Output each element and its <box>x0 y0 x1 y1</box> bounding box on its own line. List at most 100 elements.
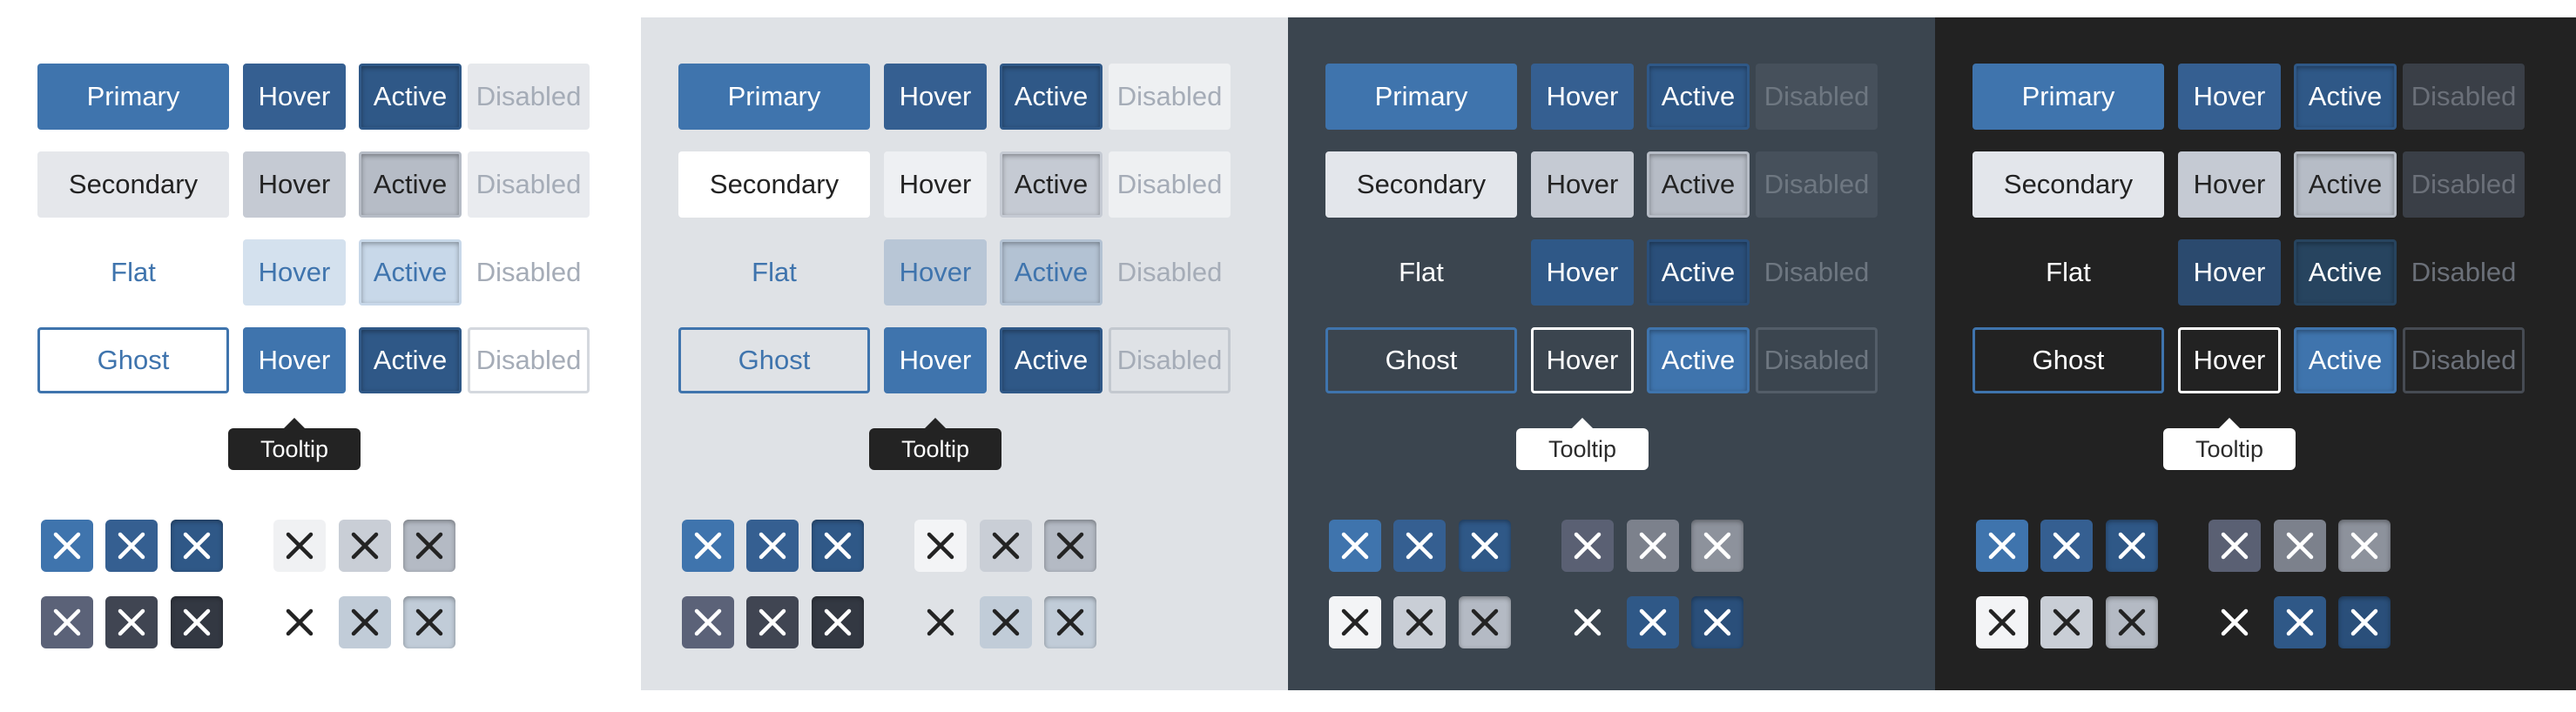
close-icon <box>2286 608 2314 636</box>
close-icon-button[interactable] <box>1459 520 1511 572</box>
primary-button-active[interactable]: Active <box>359 64 462 130</box>
ghost-button-active[interactable]: Active <box>359 327 462 393</box>
flat-button-default[interactable]: Flat <box>2046 257 2091 287</box>
primary-button-default[interactable]: Primary <box>1972 64 2164 130</box>
ghost-button-hover[interactable]: Hover <box>2178 327 2281 393</box>
close-icon-button[interactable] <box>41 596 93 648</box>
ghost-button-default[interactable]: Ghost <box>1972 327 2164 393</box>
close-icon-button[interactable] <box>682 596 734 648</box>
close-icon-button[interactable] <box>2106 520 2158 572</box>
secondary-button-default[interactable]: Secondary <box>1972 151 2164 218</box>
secondary-button-hover[interactable]: Hover <box>884 151 987 218</box>
secondary-button-active[interactable]: Active <box>1647 151 1750 218</box>
secondary-button-default[interactable]: Secondary <box>678 151 870 218</box>
close-icon-button[interactable] <box>980 596 1032 648</box>
close-icon-button[interactable] <box>273 596 326 648</box>
close-icon-button[interactable] <box>171 596 223 648</box>
flat-button-hover[interactable]: Hover <box>2178 239 2281 306</box>
close-icon-button[interactable] <box>2274 520 2326 572</box>
primary-button-hover[interactable]: Hover <box>1531 64 1634 130</box>
close-icon-button[interactable] <box>273 520 326 572</box>
close-icon-button[interactable] <box>1044 520 1096 572</box>
ghost-button-default[interactable]: Ghost <box>678 327 870 393</box>
primary-button-hover[interactable]: Hover <box>243 64 346 130</box>
primary-button-active[interactable]: Active <box>2294 64 2397 130</box>
primary-button-hover[interactable]: Hover <box>2178 64 2281 130</box>
close-icon-button[interactable] <box>1393 596 1446 648</box>
close-icon-button[interactable] <box>1329 596 1381 648</box>
close-icon-button[interactable] <box>1561 520 1614 572</box>
ghost-button-active[interactable]: Active <box>1647 327 1750 393</box>
primary-button-hover[interactable]: Hover <box>884 64 987 130</box>
close-icon-button[interactable] <box>746 596 799 648</box>
close-icon-button[interactable] <box>2106 596 2158 648</box>
close-icon-button[interactable] <box>1044 596 1096 648</box>
close-icon-button[interactable] <box>403 596 455 648</box>
secondary-button-default[interactable]: Secondary <box>37 151 229 218</box>
secondary-button-active[interactable]: Active <box>2294 151 2397 218</box>
close-icon <box>286 532 314 560</box>
close-icon-button[interactable] <box>2208 520 2261 572</box>
close-icon-button[interactable] <box>403 520 455 572</box>
flat-button-active[interactable]: Active <box>1000 239 1103 306</box>
close-icon-button[interactable] <box>1691 596 1743 648</box>
close-icon-button[interactable] <box>1627 520 1679 572</box>
close-icon-button[interactable] <box>980 520 1032 572</box>
primary-button-default[interactable]: Primary <box>678 64 870 130</box>
close-icon-button[interactable] <box>1627 596 1679 648</box>
secondary-button-hover[interactable]: Hover <box>1531 151 1634 218</box>
secondary-button-active[interactable]: Active <box>359 151 462 218</box>
secondary-button-default[interactable]: Secondary <box>1325 151 1517 218</box>
flat-button-hover[interactable]: Hover <box>1531 239 1634 306</box>
close-icon-button[interactable] <box>171 520 223 572</box>
secondary-button-active[interactable]: Active <box>1000 151 1103 218</box>
secondary-button-hover[interactable]: Hover <box>243 151 346 218</box>
flat-button-hover[interactable]: Hover <box>243 239 346 306</box>
primary-button-disabled: Disabled <box>1109 64 1231 130</box>
close-icon-button[interactable] <box>105 596 158 648</box>
close-icon-button[interactable] <box>1459 596 1511 648</box>
close-icon-button[interactable] <box>2040 520 2093 572</box>
ghost-button-default[interactable]: Ghost <box>37 327 229 393</box>
close-icon-button[interactable] <box>1393 520 1446 572</box>
ghost-button-hover[interactable]: Hover <box>884 327 987 393</box>
theme-panel-dark: Primary Hover Active Disabled Secondary Hover… <box>1935 17 2576 690</box>
close-icon-button[interactable] <box>2338 596 2391 648</box>
close-icon-button[interactable] <box>812 520 864 572</box>
close-icon-button[interactable] <box>339 596 391 648</box>
ghost-button-active[interactable]: Active <box>1000 327 1103 393</box>
flat-button-default[interactable]: Flat <box>752 257 797 287</box>
close-icon-button[interactable] <box>2040 596 2093 648</box>
ghost-button-active[interactable]: Active <box>2294 327 2397 393</box>
flat-button-hover[interactable]: Hover <box>884 239 987 306</box>
close-icon-button[interactable] <box>914 596 967 648</box>
flat-button-active[interactable]: Active <box>359 239 462 306</box>
close-icon-button[interactable] <box>1976 596 2028 648</box>
close-icon-button[interactable] <box>1976 520 2028 572</box>
ghost-button-hover[interactable]: Hover <box>1531 327 1634 393</box>
close-icon-button[interactable] <box>105 520 158 572</box>
close-icon-button[interactable] <box>1691 520 1743 572</box>
close-icon-button[interactable] <box>1329 520 1381 572</box>
primary-button-default[interactable]: Primary <box>37 64 229 130</box>
close-icon-button[interactable] <box>914 520 967 572</box>
close-icon-button[interactable] <box>2274 596 2326 648</box>
primary-button-active[interactable]: Active <box>1000 64 1103 130</box>
ghost-button-hover[interactable]: Hover <box>243 327 346 393</box>
close-icon-button[interactable] <box>746 520 799 572</box>
ghost-button-default[interactable]: Ghost <box>1325 327 1517 393</box>
primary-button-active[interactable]: Active <box>1647 64 1750 130</box>
close-icon-button[interactable] <box>1561 596 1614 648</box>
flat-button-default[interactable]: Flat <box>1399 257 1444 287</box>
flat-button-active[interactable]: Active <box>1647 239 1750 306</box>
flat-button-active[interactable]: Active <box>2294 239 2397 306</box>
close-icon-button[interactable] <box>41 520 93 572</box>
close-icon-button[interactable] <box>812 596 864 648</box>
close-icon-button[interactable] <box>339 520 391 572</box>
flat-button-default[interactable]: Flat <box>111 257 156 287</box>
primary-button-default[interactable]: Primary <box>1325 64 1517 130</box>
close-icon-button[interactable] <box>2208 596 2261 648</box>
close-icon-button[interactable] <box>2338 520 2391 572</box>
close-icon-button[interactable] <box>682 520 734 572</box>
secondary-button-hover[interactable]: Hover <box>2178 151 2281 218</box>
